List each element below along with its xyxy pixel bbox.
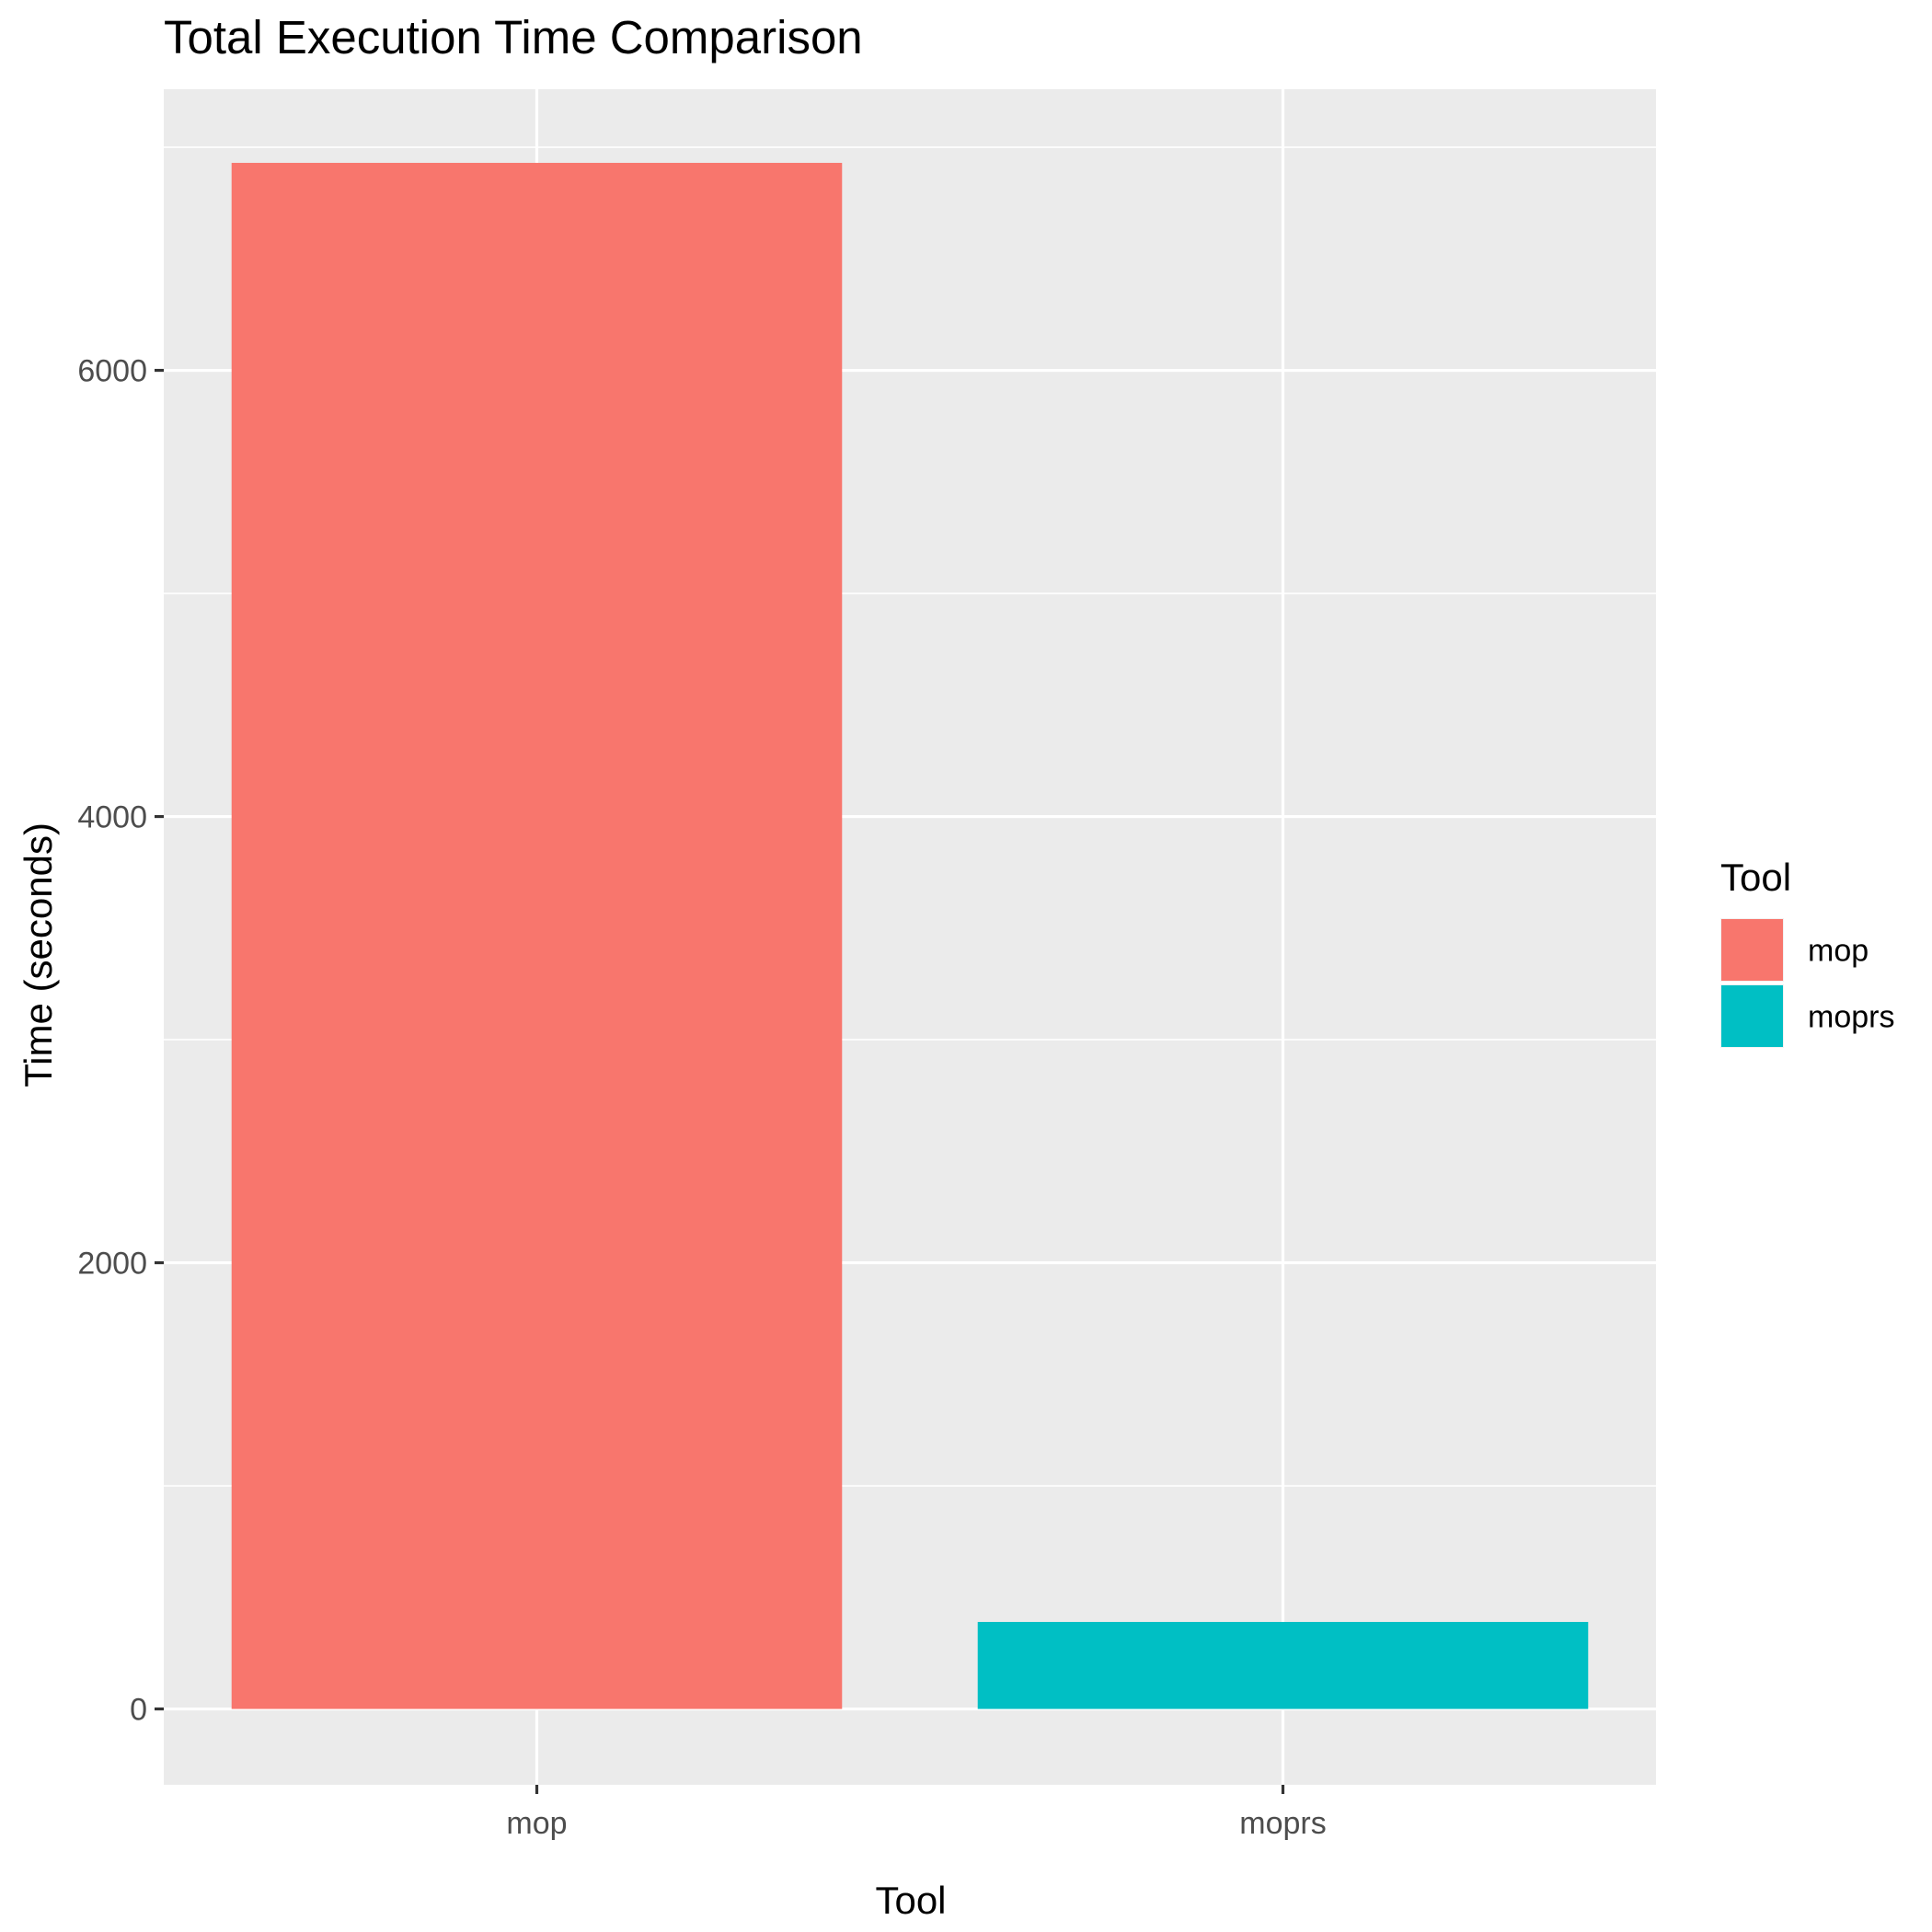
y-axis-title: Time (seconds) <box>17 822 60 1087</box>
x-tick-label: mop <box>506 1806 567 1841</box>
bar-mop <box>231 163 843 1709</box>
y-tick-label: 6000 <box>77 354 147 389</box>
legend-swatch-moprs <box>1721 985 1783 1047</box>
x-tick-label: moprs <box>1239 1806 1326 1841</box>
legend-swatch-mop <box>1721 919 1783 981</box>
chart-title: Total Execution Time Comparison <box>164 11 863 63</box>
legend: Tool mop moprs <box>1720 856 1894 1048</box>
y-axis: 0 2000 4000 6000 <box>77 354 164 1728</box>
bar-moprs <box>977 1621 1589 1709</box>
x-axis: mop moprs <box>506 1785 1327 1841</box>
x-axis-title: Tool <box>875 1879 946 1922</box>
y-tick-label: 0 <box>130 1693 147 1728</box>
y-tick-label: 2000 <box>77 1247 147 1282</box>
legend-title: Tool <box>1720 856 1791 899</box>
y-tick-label: 4000 <box>77 800 147 835</box>
legend-label-mop: mop <box>1808 934 1869 969</box>
legend-label-moprs: moprs <box>1808 1000 1894 1035</box>
bars <box>231 163 1589 1709</box>
